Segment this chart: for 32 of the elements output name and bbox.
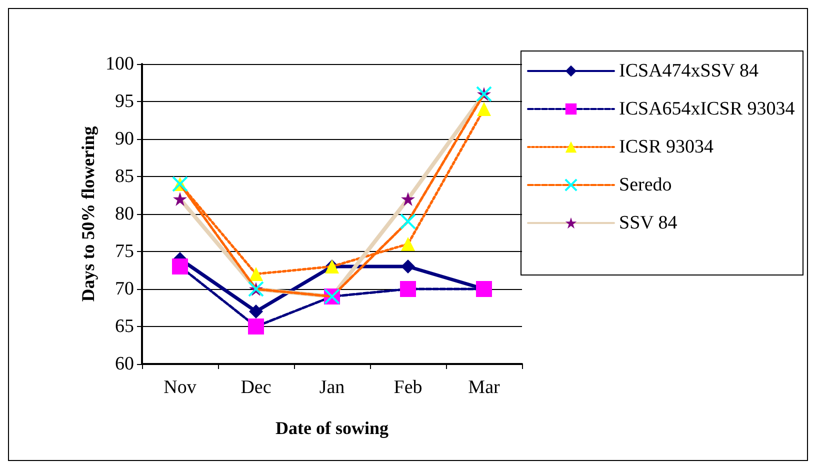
x-tick-label: Nov xyxy=(164,377,197,398)
legend-label: ICSA474xSSV 84 xyxy=(619,60,760,82)
point xyxy=(173,192,187,206)
point xyxy=(401,192,415,206)
point xyxy=(401,237,415,251)
y-axis-title: Days to 50% flowering xyxy=(78,126,98,302)
y-tick-label: 90 xyxy=(115,128,134,150)
y-tick-label: 95 xyxy=(115,91,134,112)
point xyxy=(249,267,263,281)
legend-label: ICSA654xICSR 93034 xyxy=(619,98,796,120)
point xyxy=(477,102,491,116)
x-tick-label: Feb xyxy=(394,377,422,398)
point xyxy=(172,258,188,274)
x-tick-label: Dec xyxy=(240,377,272,398)
point xyxy=(248,318,264,334)
legend-label: ICSR 93034 xyxy=(619,136,714,158)
y-tick-label: 70 xyxy=(115,278,134,300)
y-tick-label: 60 xyxy=(115,354,134,374)
y-tick-label: 85 xyxy=(115,166,134,187)
x-tick-label: Jan xyxy=(319,377,346,398)
y-tick-label: 80 xyxy=(115,204,134,224)
point xyxy=(249,304,263,318)
legend-label: SSV 84 xyxy=(619,212,678,234)
y-tick-label: 75 xyxy=(115,241,134,262)
point xyxy=(400,214,416,230)
legend-label: Seredo xyxy=(619,174,672,196)
x-axis-title: Date of sowing xyxy=(276,418,388,438)
y-tick-label: 65 xyxy=(115,316,134,337)
point xyxy=(400,281,416,297)
point xyxy=(401,260,415,274)
x-tick-label: Mar xyxy=(468,377,500,398)
y-tick-label: 100 xyxy=(106,54,134,74)
